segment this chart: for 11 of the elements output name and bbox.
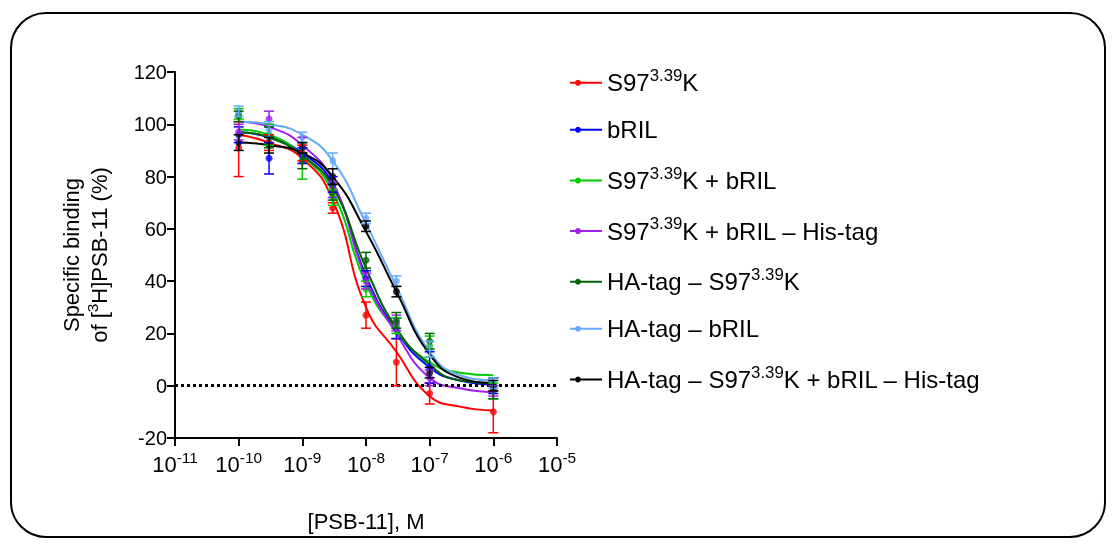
y-tick-label: 40 bbox=[144, 270, 167, 293]
y-tick-label: 20 bbox=[144, 322, 167, 345]
y-tick-label: -20 bbox=[138, 427, 167, 449]
y-tick-label: 80 bbox=[144, 165, 167, 188]
y-tick-label: 100 bbox=[133, 113, 167, 136]
x-axis-title: [PSB-11], M bbox=[307, 508, 425, 534]
legend-label: HA-tag – bRIL bbox=[607, 315, 760, 343]
y-tick-label: 0 bbox=[155, 374, 167, 397]
y-tick-label: 60 bbox=[144, 217, 167, 240]
legend-label: bRIL bbox=[607, 116, 658, 144]
y-tick-label: 120 bbox=[133, 61, 167, 83]
